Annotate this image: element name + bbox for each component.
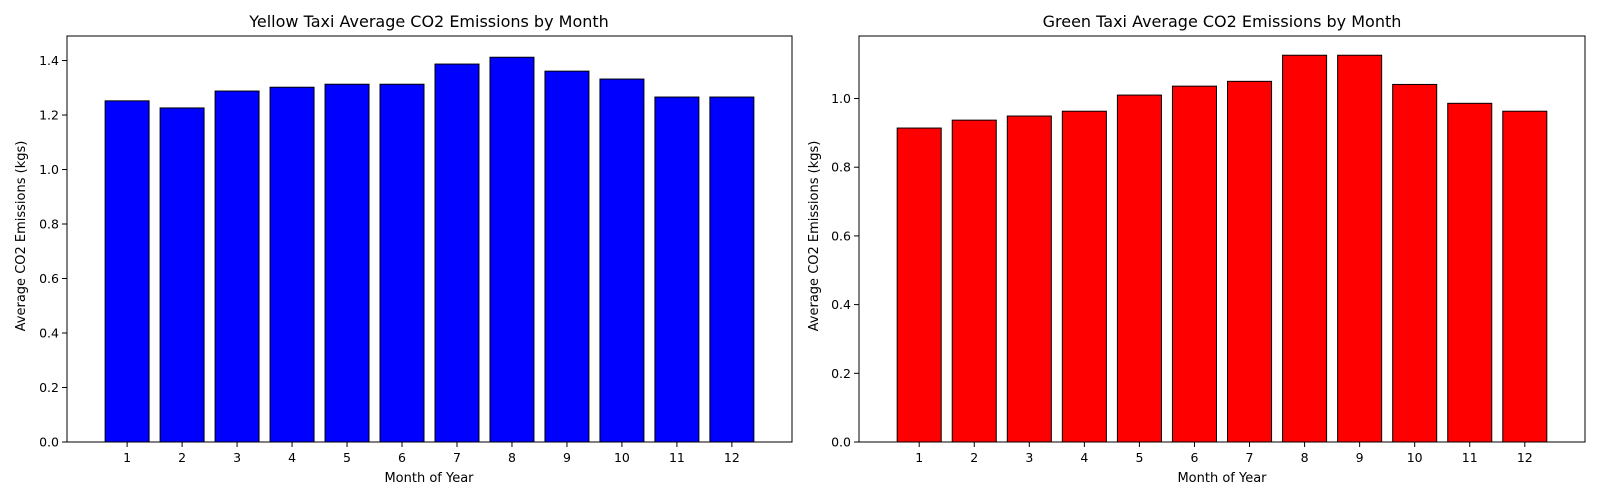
bar-month-4 (1061, 110, 1107, 443)
x-tick-label: 4 (288, 450, 296, 465)
x-tick-label: 2 (970, 450, 978, 465)
y-tick-label: 0.4 (39, 326, 59, 341)
bar-month-3 (1006, 115, 1052, 443)
x-tick-label: 7 (453, 450, 461, 465)
bar-month-2 (951, 119, 997, 443)
y-tick-label: 0.0 (831, 435, 851, 450)
x-tick-label: 9 (1356, 450, 1364, 465)
bar-month-2 (159, 107, 205, 443)
tick-group: 1 2 3 4 5 6 7 8 9 10 11 120.00.20.40.60.81.01.21.4 (39, 53, 740, 465)
x-tick-label: 5 (343, 450, 351, 465)
x-tick-label: 4 (1080, 450, 1088, 465)
y-tick-label: 0.6 (39, 271, 59, 286)
chart-title: Green Taxi Average CO2 Emissions by Mont… (1043, 12, 1402, 31)
bar-month-7 (434, 63, 480, 443)
bar-month-3 (214, 90, 260, 443)
x-tick-label: 11 (669, 450, 685, 465)
x-tick-label: 8 (508, 450, 516, 465)
y-tick-label: 0.2 (831, 366, 851, 381)
plot-area (66, 35, 793, 443)
x-tick-label: 3 (1025, 450, 1033, 465)
bar-month-7 (1227, 80, 1273, 443)
bar-month-11 (654, 96, 700, 443)
x-tick-label: 12 (724, 450, 740, 465)
bar-month-9 (1337, 54, 1383, 443)
chart-title: Yellow Taxi Average CO2 Emissions by Mon… (248, 12, 609, 31)
bar-month-12 (709, 96, 755, 443)
yellow-taxi-chart: Yellow Taxi Average CO2 Emissions by Mon… (14, 12, 793, 486)
y-tick-label: 1.0 (831, 91, 851, 106)
x-tick-label: 1 (123, 450, 131, 465)
x-tick-label: 12 (1517, 450, 1533, 465)
y-tick-label: 1.4 (39, 53, 59, 68)
x-tick-label: 10 (1407, 450, 1423, 465)
bar-month-6 (379, 83, 425, 443)
y-tick-label: 0.0 (39, 435, 59, 450)
y-tick-label: 1.2 (39, 108, 59, 123)
x-tick-label: 10 (614, 450, 630, 465)
bar-month-6 (1171, 85, 1217, 443)
green-taxi-chart: Green Taxi Average CO2 Emissions by Mont… (807, 12, 1586, 486)
bar-month-1 (896, 127, 942, 443)
x-tick-label: 8 (1301, 450, 1309, 465)
bar-month-8 (489, 56, 535, 443)
y-tick-label: 0.8 (831, 160, 851, 175)
bar-month-10 (1392, 83, 1438, 443)
x-tick-label: 2 (178, 450, 186, 465)
x-tick-label: 7 (1246, 450, 1254, 465)
y-axis-label: Average CO2 Emissions (kgs) (807, 141, 822, 332)
x-tick-label: 1 (915, 450, 923, 465)
x-tick-label: 3 (233, 450, 241, 465)
x-tick-label: 6 (398, 450, 406, 465)
y-axis-label: Average CO2 Emissions (kgs) (14, 141, 29, 332)
x-tick-label: 6 (1190, 450, 1198, 465)
x-axis-label: Month of Year (384, 471, 474, 486)
y-tick-label: 0.4 (831, 297, 851, 312)
y-tick-label: 0.8 (39, 217, 59, 232)
x-tick-label: 5 (1135, 450, 1143, 465)
bar-month-8 (1282, 54, 1328, 443)
x-axis-label: Month of Year (1177, 471, 1267, 486)
plot-area (858, 35, 1586, 443)
x-tick-label: 9 (563, 450, 571, 465)
bar-month-10 (599, 78, 645, 443)
bar-month-4 (269, 86, 315, 443)
y-tick-label: 0.2 (39, 380, 59, 395)
y-tick-label: 0.6 (831, 228, 851, 243)
bar-month-1 (104, 100, 150, 443)
bar-month-11 (1447, 102, 1493, 443)
bar-group (104, 56, 755, 443)
y-tick-label: 1.0 (39, 162, 59, 177)
bar-month-9 (544, 70, 590, 443)
x-tick-label: 11 (1462, 450, 1478, 465)
bar-month-5 (324, 83, 370, 443)
bar-month-5 (1116, 94, 1162, 443)
bar-month-12 (1502, 110, 1548, 443)
tick-group: 1 2 3 4 5 6 7 8 9 10 11 120.00.20.40.60.81.0 (831, 91, 1533, 465)
bar-group (896, 54, 1548, 443)
